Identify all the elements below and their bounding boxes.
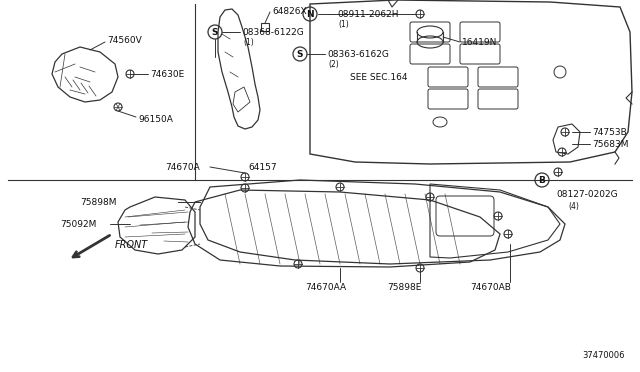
- Text: 08363-6162G: 08363-6162G: [327, 49, 389, 58]
- Text: 64157: 64157: [248, 163, 276, 171]
- Text: 74630E: 74630E: [150, 70, 184, 78]
- Text: (1): (1): [338, 19, 349, 29]
- Text: 64826X: 64826X: [272, 6, 307, 16]
- Text: S: S: [212, 28, 218, 36]
- Text: 74670AA: 74670AA: [305, 282, 346, 292]
- Bar: [261, 23, 269, 31]
- Text: 75092M: 75092M: [60, 219, 97, 228]
- Text: (4): (4): [568, 202, 579, 211]
- Text: SEE SEC.164: SEE SEC.164: [350, 73, 408, 81]
- Text: 74670A: 74670A: [165, 163, 200, 171]
- Text: 74753B: 74753B: [592, 128, 627, 137]
- Text: N: N: [306, 10, 314, 19]
- Text: B: B: [539, 176, 545, 185]
- Text: 16419N: 16419N: [462, 38, 497, 46]
- Text: 74670AB: 74670AB: [470, 282, 511, 292]
- Text: 08911-2062H: 08911-2062H: [337, 10, 399, 19]
- Text: 74560V: 74560V: [107, 35, 141, 45]
- Text: (1): (1): [243, 38, 253, 46]
- Text: 08368-6122G: 08368-6122G: [242, 28, 304, 36]
- Text: 37470006: 37470006: [582, 351, 625, 360]
- Text: 75683M: 75683M: [592, 140, 628, 148]
- Text: 75898M: 75898M: [80, 198, 116, 206]
- Text: 08127-0202G: 08127-0202G: [556, 189, 618, 199]
- Text: FRONT: FRONT: [115, 240, 148, 250]
- Text: 75898E: 75898E: [387, 282, 421, 292]
- Text: 96150A: 96150A: [138, 115, 173, 124]
- Text: (2): (2): [328, 60, 339, 68]
- Text: S: S: [297, 49, 303, 58]
